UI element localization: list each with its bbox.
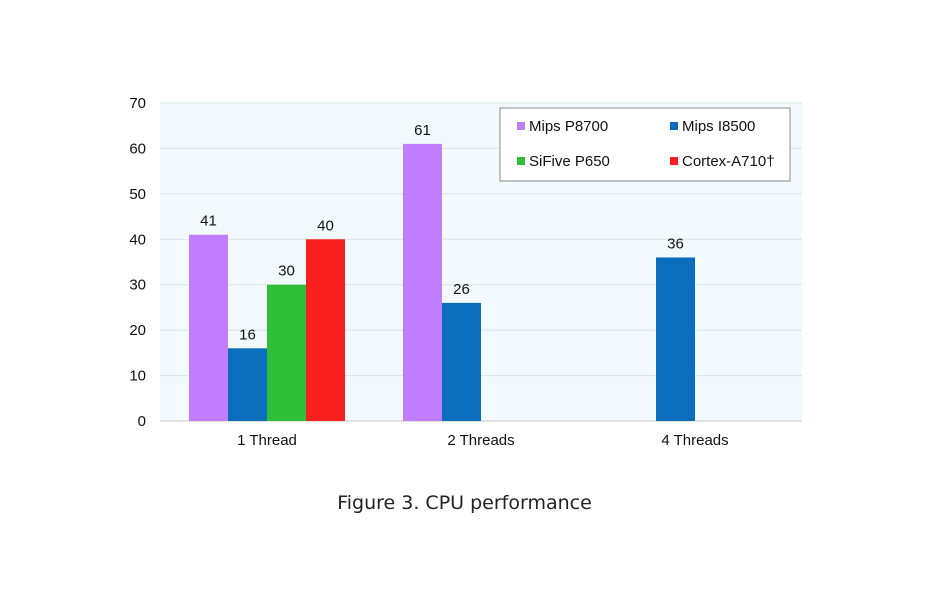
- legend-label: SiFive P650: [529, 153, 610, 170]
- y-tick-label: 0: [138, 413, 146, 430]
- bar: [189, 234, 228, 421]
- x-tick-label: 1 Thread: [237, 432, 297, 449]
- y-tick-label: 10: [129, 368, 146, 385]
- bar: [656, 257, 695, 421]
- legend-label: Mips I8500: [682, 118, 755, 135]
- data-label: 36: [667, 235, 684, 252]
- bar: [228, 348, 267, 421]
- bar: [306, 239, 345, 421]
- x-tick-label: 4 Threads: [661, 432, 728, 449]
- y-axis-ticks: 0 10 20 30 40 50 60 70: [129, 95, 146, 430]
- data-label: 26: [453, 281, 470, 298]
- x-tick-label: 2 Threads: [447, 432, 514, 449]
- data-label: 16: [239, 326, 256, 343]
- data-label: 40: [317, 217, 334, 234]
- legend-label: Mips P8700: [529, 118, 608, 135]
- data-labels: 41 16 30 40 61 26 36: [200, 122, 684, 343]
- bar: [267, 284, 306, 421]
- legend: Mips P8700 Mips I8500 SiFive P650 Cortex-A7…: [499, 107, 791, 182]
- bar: [403, 143, 442, 421]
- legend-swatch: [517, 157, 525, 165]
- y-tick-label: 20: [129, 322, 146, 339]
- bars: [189, 143, 695, 421]
- legend-swatch: [670, 157, 678, 165]
- legend-swatch: [517, 122, 525, 130]
- legend-box: [499, 107, 791, 182]
- legend-label: Cortex-A710†: [682, 153, 775, 170]
- y-tick-label: 50: [129, 186, 146, 203]
- legend-swatch: [670, 122, 678, 130]
- data-label: 30: [278, 263, 295, 280]
- figure-caption: Figure 3. CPU performance: [337, 492, 592, 514]
- y-tick-label: 70: [129, 95, 146, 112]
- y-tick-label: 60: [129, 140, 146, 157]
- data-label: 61: [414, 122, 431, 139]
- y-tick-label: 40: [129, 231, 146, 248]
- bar: [442, 302, 481, 421]
- data-label: 41: [200, 213, 217, 230]
- y-tick-label: 30: [129, 277, 146, 294]
- x-axis-ticks: 1 Thread 2 Threads 4 Threads: [237, 432, 729, 449]
